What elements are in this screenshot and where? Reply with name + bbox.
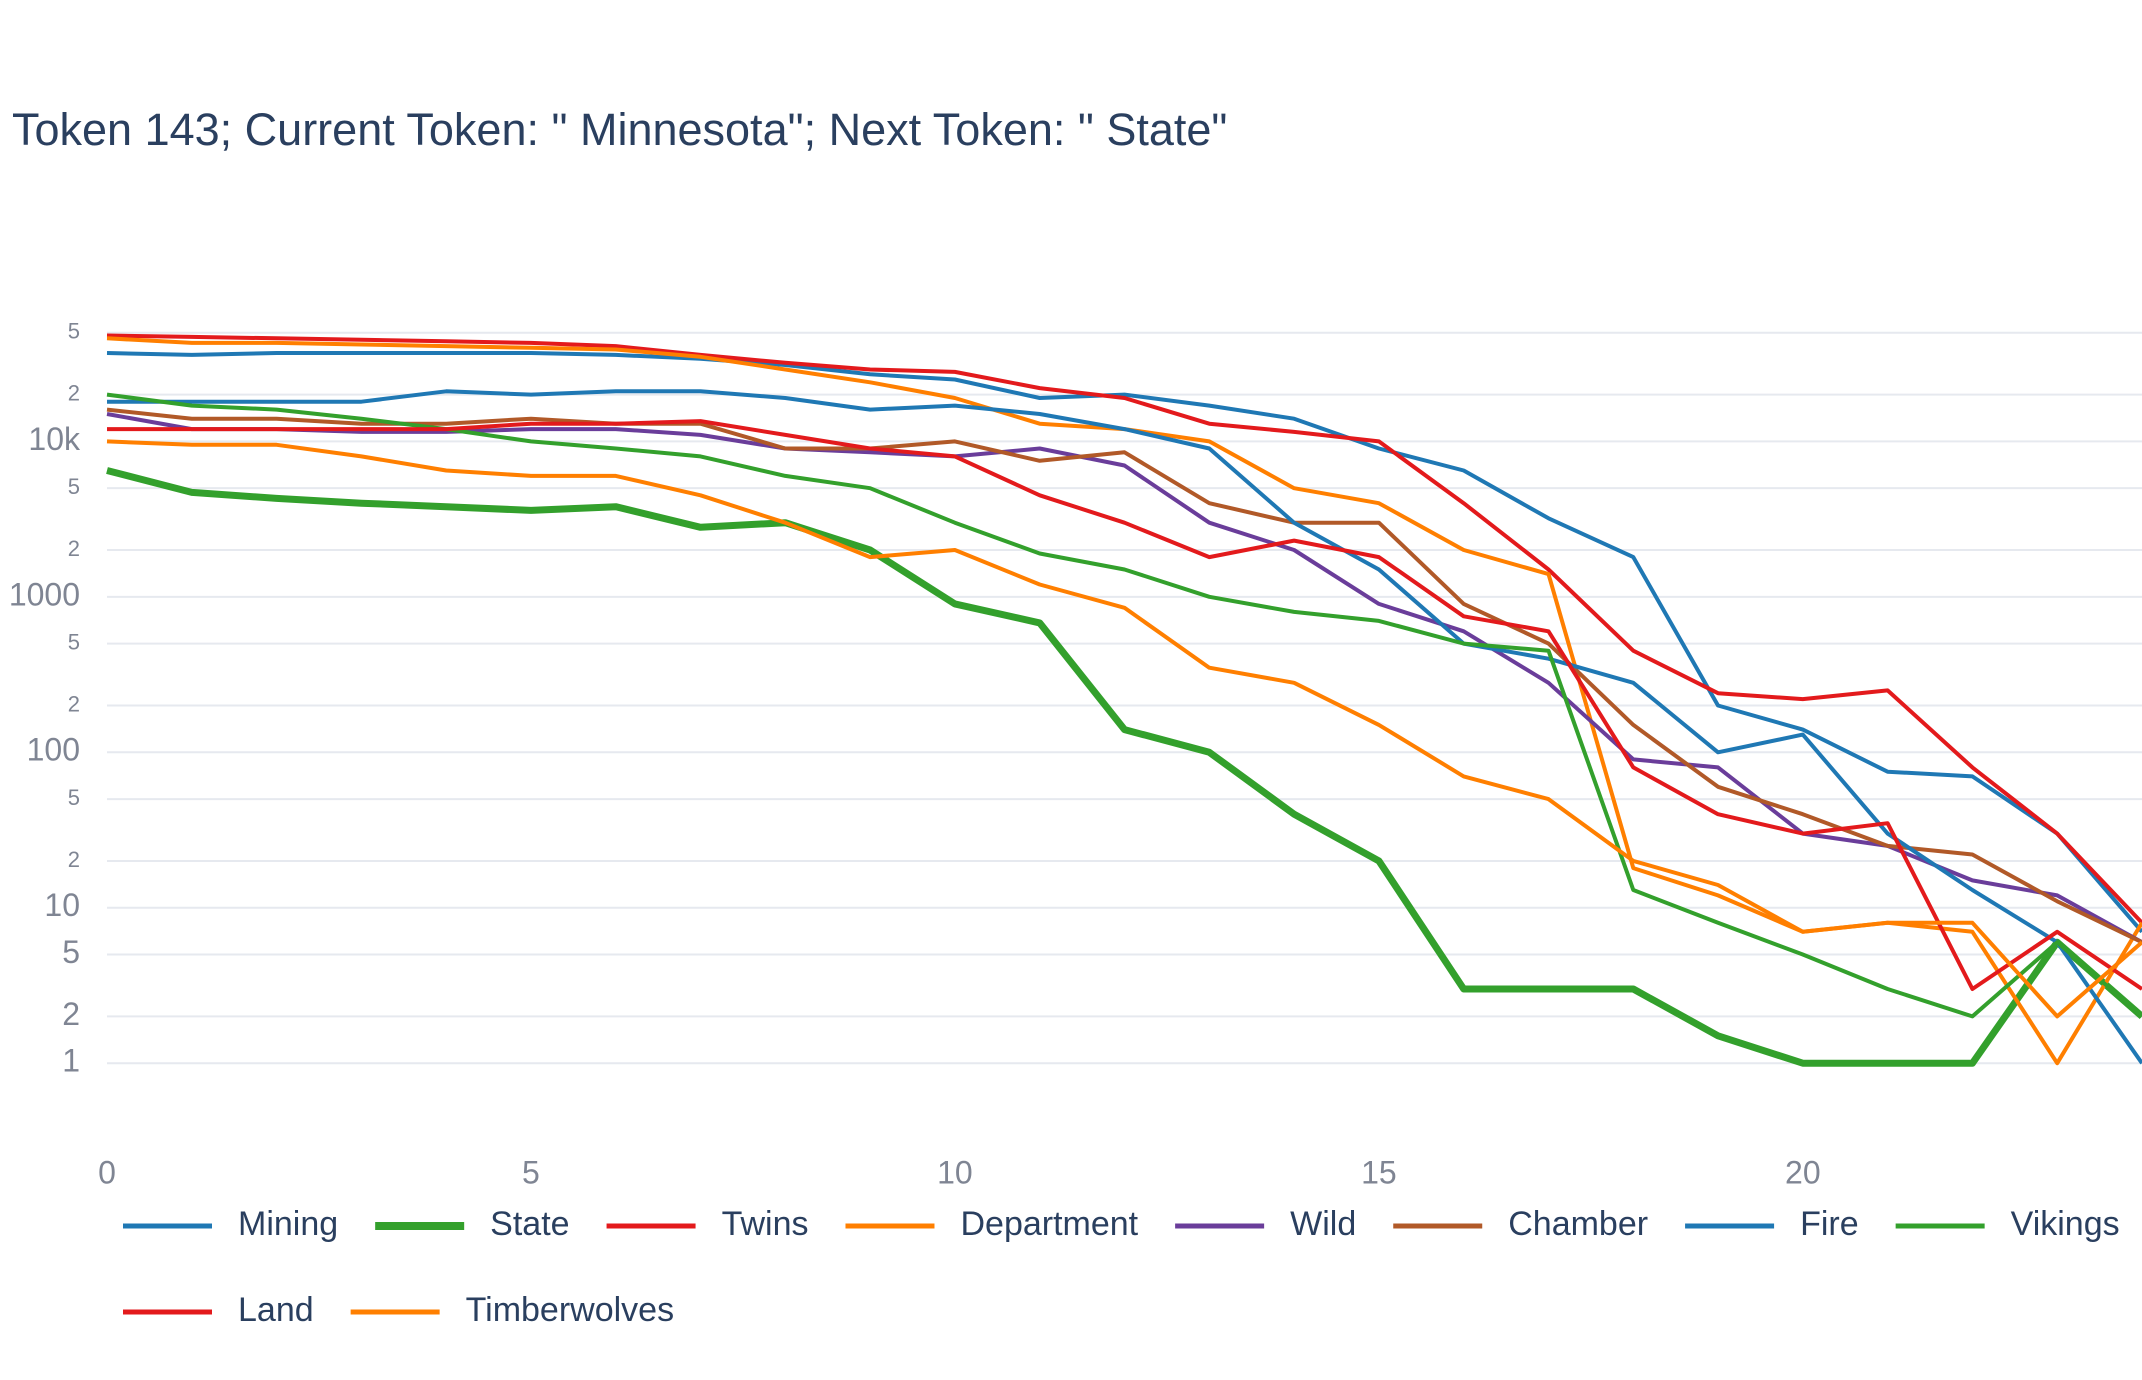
- series-line: [106, 412, 2142, 944]
- x-tick-label: 20: [1785, 1154, 1821, 1190]
- legend-item[interactable]: Land: [123, 1291, 314, 1329]
- y-tick-label: 5: [68, 319, 80, 344]
- legend-label: Vikings: [2011, 1205, 2120, 1243]
- series-line: [106, 351, 2142, 934]
- y-tick-label: 10k: [28, 421, 81, 457]
- legend-item[interactable]: State: [375, 1205, 570, 1243]
- y-tick-label: 10: [44, 887, 80, 923]
- legend-item[interactable]: Fire: [1685, 1205, 1859, 1243]
- series-line: [106, 407, 2142, 945]
- y-tick-label: 2: [68, 847, 80, 872]
- legend-item[interactable]: Wild: [1175, 1205, 1356, 1243]
- legend-item[interactable]: Mining: [123, 1205, 338, 1243]
- y-tick-label: 5: [68, 629, 80, 654]
- y-tick-label: 1000: [9, 576, 80, 612]
- legend-label: Twins: [722, 1205, 809, 1243]
- legend-label: Timberwolves: [466, 1291, 674, 1329]
- chart-title: Token 143; Current Token: " Minnesota"; …: [12, 104, 1227, 155]
- y-tick-label: 1: [62, 1043, 80, 1079]
- y-tick-label: 2: [68, 691, 80, 716]
- y-tick-label: 2: [62, 996, 80, 1032]
- y-tick-label: 5: [68, 785, 80, 810]
- legend-label: Department: [960, 1205, 1138, 1243]
- legend-label: Fire: [1800, 1205, 1859, 1243]
- legend-label: Chamber: [1508, 1205, 1648, 1243]
- y-tick-label: 5: [62, 934, 80, 970]
- legend-item[interactable]: Department: [845, 1205, 1139, 1243]
- series-line: [106, 439, 2142, 1019]
- series-line: [106, 333, 2142, 925]
- series-line: [106, 467, 2142, 1067]
- y-tick-label: 5: [68, 474, 80, 499]
- legend-label: State: [490, 1205, 569, 1243]
- legend-item[interactable]: Timberwolves: [350, 1291, 674, 1329]
- legend-label: Land: [238, 1291, 314, 1329]
- legend-label: Wild: [1290, 1205, 1356, 1243]
- y-tick-label: 2: [68, 536, 80, 561]
- x-tick-label: 0: [98, 1154, 116, 1190]
- y-tick-label: 100: [27, 732, 80, 768]
- series-line: [107, 419, 2142, 991]
- legend-label: Mining: [238, 1205, 338, 1243]
- x-tick-label: 5: [522, 1154, 540, 1190]
- legend-item[interactable]: Vikings: [1895, 1205, 2120, 1243]
- x-tick-label: 10: [937, 1154, 973, 1190]
- series-line: [107, 389, 2142, 1065]
- y-tick-label: 2: [68, 380, 80, 405]
- x-tick-label: 15: [1361, 1154, 1397, 1190]
- legend-item[interactable]: Twins: [606, 1205, 809, 1243]
- legend-item[interactable]: Chamber: [1393, 1205, 1648, 1243]
